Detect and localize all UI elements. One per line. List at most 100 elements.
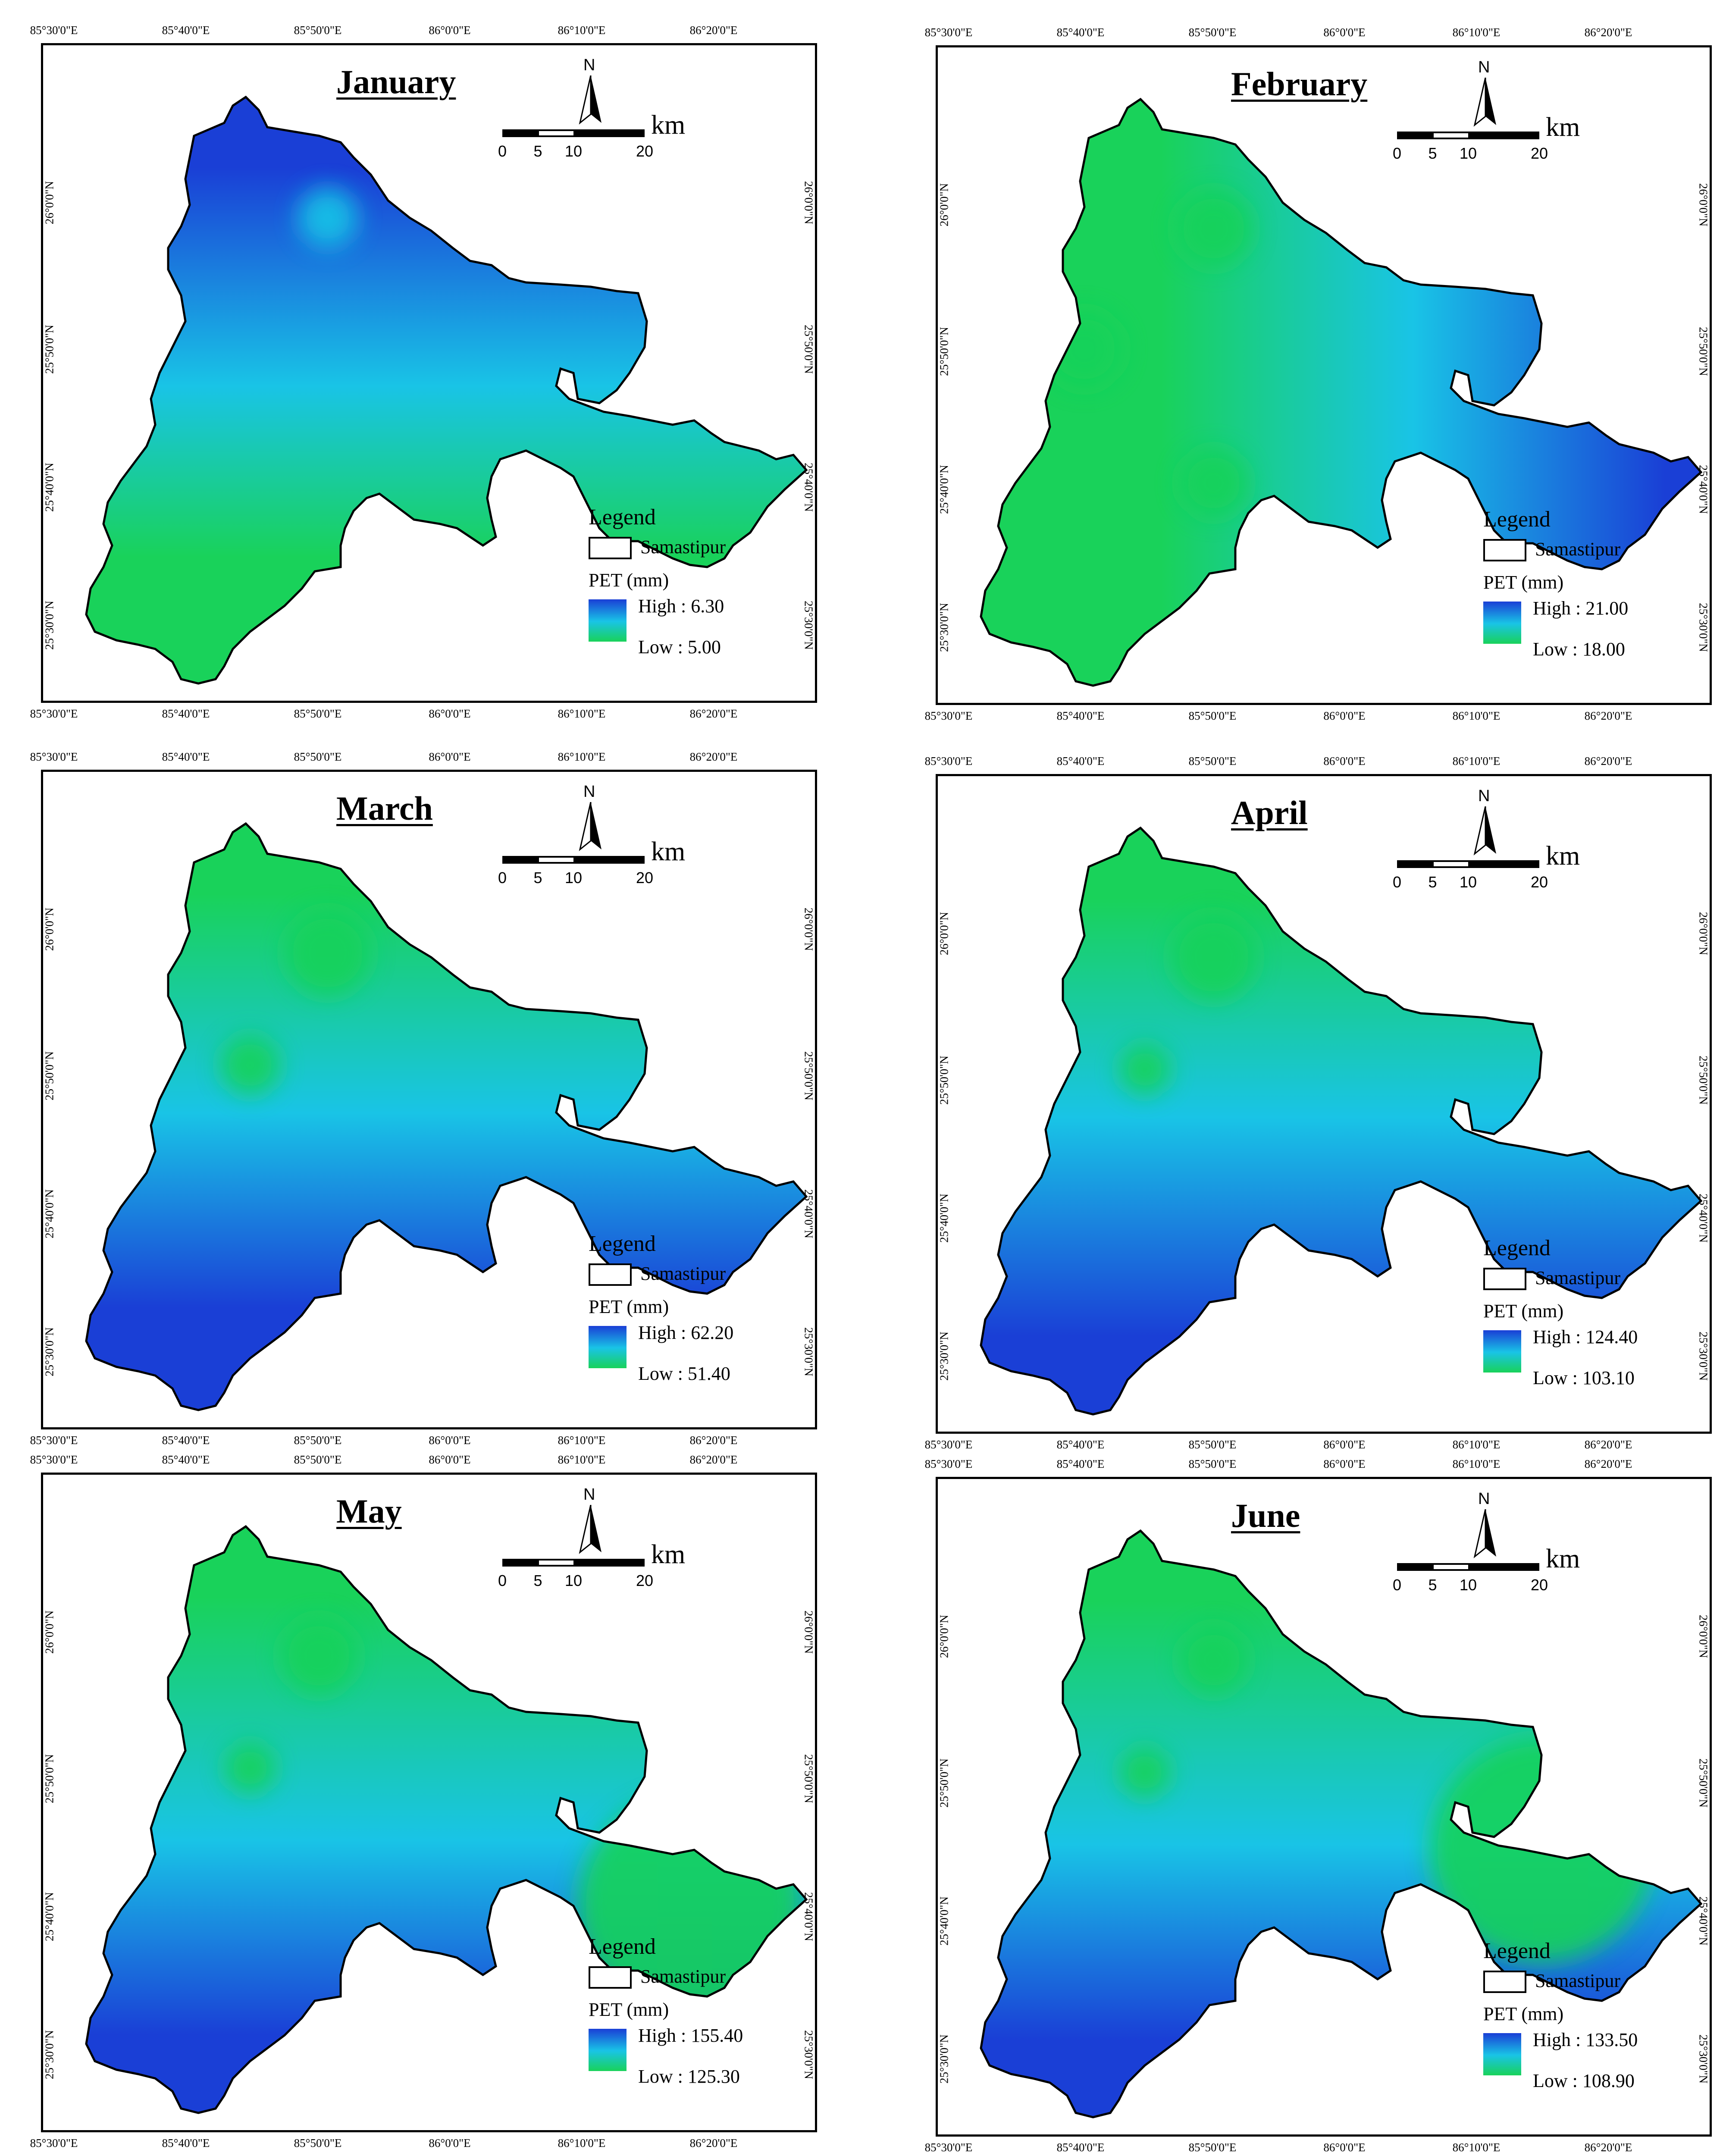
scale-bar-segment <box>573 1561 643 1565</box>
boundary-swatch <box>589 537 632 559</box>
scale-tick-label: 0 <box>1392 144 1402 162</box>
lon-tick-bottom: 85°50'0"E <box>294 2137 342 2150</box>
lon-tick-bottom: 86°10'0"E <box>1452 1438 1501 1451</box>
lon-tick-top: 86°20'0"E <box>689 1453 738 1466</box>
north-label: N <box>1478 58 1490 76</box>
lon-tick-bottom: 85°40'0"E <box>1056 1438 1105 1451</box>
scale-tick-label: 0 <box>498 1572 507 1589</box>
scale-tick-label: 20 <box>1530 1576 1548 1594</box>
legend-title: Legend <box>1483 1236 1551 1260</box>
scale-bar <box>1397 860 1539 868</box>
lon-tick-bottom: 86°20'0"E <box>689 707 738 720</box>
lon-tick-top: 85°30'0"E <box>30 1453 78 1466</box>
scale-unit: km <box>1546 1544 1580 1573</box>
lon-tick-bottom: 85°30'0"E <box>30 1434 78 1447</box>
samastipur-boundary <box>980 1529 1703 2118</box>
pet-high-value: High : 155.40 <box>638 2025 743 2046</box>
lon-tick-top: 85°50'0"E <box>294 1453 342 1466</box>
pet-label: PET (mm) <box>589 1296 669 1317</box>
lon-tick-top: 86°0'0"E <box>429 1453 471 1466</box>
scale-bar-segment <box>573 858 643 862</box>
north-arrow-icon <box>579 1505 601 1554</box>
lon-tick-top: 86°20'0"E <box>689 24 738 37</box>
lon-tick-bottom: 86°20'0"E <box>1584 709 1632 722</box>
map-panel-april: 85°30'0"E 85°30'0"E 85°40'0"E 85°40'0"E 85°5… <box>925 755 1723 1453</box>
scale-bar-segment <box>504 1561 539 1565</box>
scale-bar-segment <box>1468 862 1538 866</box>
scale-tick-label: 5 <box>533 869 542 887</box>
pet-color-ramp <box>1483 1330 1521 1373</box>
pet-label: PET (mm) <box>589 1999 669 2020</box>
pet-high-value: High : 124.40 <box>1533 1326 1638 1348</box>
lon-tick-top: 86°10'0"E <box>1452 755 1501 768</box>
scale-bar <box>502 856 645 864</box>
pet-high-value: High : 21.00 <box>1533 598 1629 619</box>
lon-tick-bottom: 85°30'0"E <box>30 707 78 720</box>
lon-tick-bottom: 86°10'0"E <box>1452 709 1501 722</box>
scale-bar-segment <box>1399 862 1434 866</box>
pet-color-ramp <box>589 1326 627 1368</box>
scale-tick-label: 5 <box>1428 873 1437 891</box>
lon-tick-top: 85°40'0"E <box>1056 1457 1105 1470</box>
scale-tick-label: 10 <box>564 1572 583 1589</box>
pet-hotspot <box>1119 1746 1171 1798</box>
lon-tick-bottom: 85°50'0"E <box>1188 709 1237 722</box>
north-arrow-icon <box>1473 1509 1496 1558</box>
map-panel-january: 85°30'0"E 85°30'0"E 85°40'0"E 85°40'0"E 85°5… <box>30 24 834 722</box>
pet-high-value: High : 62.20 <box>638 1322 734 1343</box>
pet-color-ramp <box>589 599 627 642</box>
legend-title: Legend <box>1483 507 1551 532</box>
pet-low-value: Low : 18.00 <box>1533 639 1625 660</box>
scale-bar-segment <box>539 131 573 135</box>
scale-bar <box>1397 132 1539 139</box>
lon-tick-top: 86°0'0"E <box>1323 1457 1366 1470</box>
scale-unit: km <box>651 1540 686 1569</box>
lon-tick-bottom: 85°50'0"E <box>294 707 342 720</box>
samastipur-boundary <box>85 95 808 685</box>
scale-bar-segment <box>504 858 539 862</box>
lon-tick-top: 85°50'0"E <box>1188 755 1237 768</box>
map-title: January <box>336 63 456 100</box>
pet-label: PET (mm) <box>589 570 669 591</box>
lon-tick-bottom: 86°10'0"E <box>558 707 606 720</box>
lon-tick-top: 86°0'0"E <box>429 750 471 763</box>
map-frame: 26°0'0"N 26°0'0"N 25°50'0"N 25°50'0"N 25°40'… <box>41 1473 817 2132</box>
north-arrow-icon <box>1473 78 1496 127</box>
lon-tick-top: 85°50'0"E <box>1188 26 1237 39</box>
lon-tick-bottom: 85°50'0"E <box>1188 1438 1237 1451</box>
boundary-label: Samastipur <box>640 1263 726 1284</box>
lon-tick-top: 85°30'0"E <box>30 24 78 37</box>
scale-bar-segment <box>539 1561 573 1565</box>
boundary-swatch <box>589 1263 632 1286</box>
north-arrow-icon <box>579 75 601 125</box>
lon-tick-bottom: 85°40'0"E <box>1056 709 1105 722</box>
lon-tick-top: 85°40'0"E <box>162 750 210 763</box>
scale-bar-segment <box>573 131 643 135</box>
boundary-label: Samastipur <box>640 1966 726 1987</box>
boundary-label: Samastipur <box>1535 1267 1620 1288</box>
scale-tick-label: 0 <box>498 869 507 887</box>
boundary-label: Samastipur <box>1535 539 1620 560</box>
map-panel-february: 85°30'0"E 85°30'0"E 85°40'0"E 85°40'0"E 85°5… <box>925 26 1723 724</box>
map-frame: 26°0'0"N 26°0'0"N 25°50'0"N 25°50'0"N 25°40'… <box>936 45 1712 705</box>
lon-tick-top: 86°10'0"E <box>558 24 606 37</box>
lon-tick-bottom: 85°50'0"E <box>1188 2141 1237 2154</box>
pet-high-value: High : 6.30 <box>638 595 724 617</box>
scale-bar-segment <box>1468 133 1538 138</box>
scale-bar-segment <box>1399 133 1434 138</box>
lon-tick-top: 86°0'0"E <box>1323 755 1366 768</box>
scale-tick-label: 5 <box>1428 144 1437 162</box>
scale-bar <box>502 129 645 137</box>
lon-tick-bottom: 85°50'0"E <box>294 1434 342 1447</box>
map-panel-june: 85°30'0"E 85°30'0"E 85°40'0"E 85°40'0"E 85°5… <box>924 1457 1723 2156</box>
map-frame: 26°0'0"N 26°0'0"N 25°50'0"N 25°50'0"N 25°40'… <box>936 774 1712 1434</box>
lon-tick-top: 85°30'0"E <box>924 1457 973 1470</box>
lon-tick-top: 86°20'0"E <box>1584 1457 1632 1470</box>
pet-label: PET (mm) <box>1483 572 1564 593</box>
pet-low-value: Low : 125.30 <box>638 2066 740 2087</box>
north-arrow-icon <box>579 802 601 851</box>
samastipur-boundary <box>980 97 1703 687</box>
scale-tick-label: 20 <box>636 869 654 887</box>
lon-tick-bottom: 86°10'0"E <box>558 1434 606 1447</box>
scale-unit: km <box>1546 841 1580 871</box>
